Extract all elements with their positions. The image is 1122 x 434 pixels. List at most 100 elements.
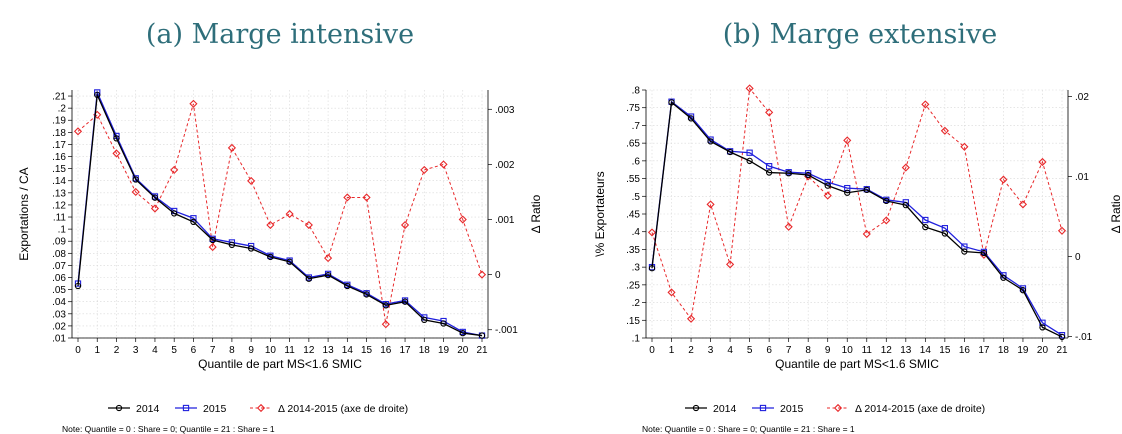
legend-label: 2015 [203,403,227,415]
data-point [648,265,656,272]
data-point [247,176,256,186]
y-tick-label: .7 [632,121,641,132]
y-tick-label: .19 [52,116,66,127]
y-tick-label: .04 [52,297,66,308]
y-tick-label: .1 [632,334,641,345]
chart-panel-a: (a) Marge intensive .01 .02.03.04.05.06.07… [17,19,543,434]
series-2014 [74,91,486,339]
y2-tick-label: -.001 [495,325,518,336]
y-tick-label: .35 [626,245,640,256]
series-line [651,87,1063,321]
y-tick-label: .02 [52,321,66,332]
x-tick-label: 3 [133,345,139,356]
data-point [686,314,696,323]
x-tick-label: 12 [881,345,893,356]
data-point [862,229,871,239]
data-point [363,291,370,298]
series--2014-2015-axe-de-droite- [647,84,1067,323]
y-tick-label: .1 [58,225,67,236]
series-2015 [74,89,486,339]
data-point [344,282,351,290]
data-point [765,169,773,176]
legend-item: Δ 2014-2015 (axe de droite) [250,403,408,415]
data-point [922,223,929,231]
x-tick-label: 19 [438,345,450,356]
data-point [112,149,121,158]
chart-panel-b: (b) Marge extensive .1 .15 .2 .25 .3 .35 .4 .45.… [593,19,1122,434]
data-point [267,253,274,261]
chart-title: (b) Marge extensive [723,19,998,50]
x-tick-label: 13 [900,345,912,356]
data-point [190,215,197,222]
x-tick-label: 15 [361,345,373,356]
data-point [440,320,447,327]
x-tick-label: 8 [805,345,811,356]
data-point [687,115,695,122]
y-tick-label: .18 [52,128,66,139]
y2-axis-label: Δ Ratio [1109,194,1122,233]
x-tick-label: 6 [766,345,772,356]
y-tick-label: .01 [52,334,66,345]
x-tick-label: 4 [727,345,733,356]
data-point [171,210,178,217]
legend-item: 2014 [108,403,160,415]
y2-tick-label: -.01 [1075,332,1093,343]
x-tick-label: 5 [747,345,753,356]
data-point [844,184,851,192]
y-tick-label: .06 [52,273,66,284]
x-tick-label: 4 [152,345,158,356]
y-tick-label: .5 [632,192,641,203]
data-point [458,215,467,224]
x-axis-label: Quantile de part MS<1.6 SMIC [198,357,362,371]
y-tick-label: .17 [52,140,66,151]
x-tick-label: 2 [688,345,694,356]
y-tick-label: .8 [632,86,641,97]
data-point [189,99,198,108]
y-tick-label: .75 [626,103,640,114]
data-point [209,236,216,244]
data-point [421,316,428,324]
data-point [667,288,676,297]
y2-tick-label: .001 [495,215,515,226]
y-tick-label: .4 [632,227,641,238]
x-tick-label: 13 [323,345,335,356]
data-point [940,126,949,135]
y-tick-label: .6 [632,156,641,167]
series-line [651,100,1063,336]
y-tick-label: .11 [53,213,67,224]
x-tick-label: 2 [114,345,120,356]
data-point [286,258,293,265]
x-tick-label: 18 [419,345,431,356]
legend-item: 2014 [685,403,737,415]
data-point [74,282,82,290]
x-tick-label: 10 [842,345,854,356]
x-tick-label: 18 [998,345,1010,356]
legend-label: 2014 [713,403,737,415]
y-tick-label: .25 [626,280,640,291]
series-line [651,101,1063,338]
x-tick-label: 11 [862,345,873,356]
chart-note: Note: Quantile = 0 : Share = 0; Quantile… [62,424,275,434]
data-point [999,175,1008,184]
data-point [843,136,852,145]
x-tick-label: 5 [171,345,177,356]
chart-note: Note: Quantile = 0 : Share = 0; Quantile… [642,424,855,434]
legend-marker [256,403,266,413]
x-tick-label: 16 [959,345,971,356]
data-point [459,330,466,337]
data-point [208,242,217,252]
legend: 2014 2015 Δ 2014-2015 (axe de droite) [685,403,985,415]
y-tick-label: .65 [626,139,640,150]
x-tick-label: 21 [476,345,488,356]
legend: 2014 2015 Δ 2014-2015 (axe de droite) [108,403,408,415]
data-point [844,189,851,196]
y-tick-label: .05 [52,285,66,296]
data-point [1019,287,1027,294]
data-point [745,84,754,93]
legend-item: 2015 [175,403,227,415]
data-point [726,148,734,156]
x-tick-label: 12 [303,345,315,356]
data-point [823,191,832,200]
data-point [1018,200,1028,209]
data-point [170,165,179,174]
